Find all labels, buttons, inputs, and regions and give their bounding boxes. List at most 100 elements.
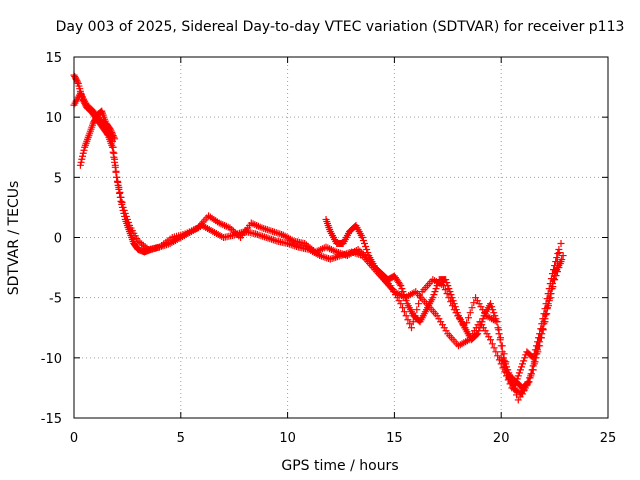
data-point bbox=[493, 318, 501, 326]
data-point bbox=[517, 363, 525, 371]
data-point bbox=[543, 295, 551, 303]
data-point bbox=[407, 324, 415, 332]
data-point bbox=[473, 331, 481, 339]
data-point bbox=[488, 340, 496, 348]
data-point bbox=[490, 309, 498, 317]
data-point bbox=[120, 206, 128, 214]
data-point bbox=[429, 294, 437, 302]
data-point bbox=[399, 288, 407, 296]
data-point bbox=[513, 375, 521, 383]
data-point bbox=[79, 152, 87, 160]
data-points bbox=[70, 71, 567, 404]
data-point bbox=[550, 266, 558, 274]
data-point bbox=[519, 360, 527, 368]
data-point bbox=[450, 300, 458, 308]
data-point bbox=[511, 381, 519, 389]
data-point bbox=[540, 310, 548, 318]
data-point bbox=[116, 188, 124, 196]
data-point bbox=[497, 354, 505, 362]
data-point bbox=[413, 306, 421, 314]
data-point bbox=[415, 300, 423, 308]
data-point bbox=[501, 366, 509, 374]
data-point bbox=[496, 336, 504, 344]
data-point bbox=[545, 285, 553, 293]
data-point bbox=[489, 306, 497, 314]
data-point bbox=[451, 303, 459, 311]
data-point bbox=[106, 125, 114, 133]
data-point bbox=[121, 209, 129, 217]
data-point bbox=[474, 330, 482, 338]
data-point bbox=[323, 254, 331, 262]
data-point bbox=[554, 250, 562, 258]
data-point bbox=[542, 300, 550, 308]
data-point bbox=[555, 246, 563, 254]
data-point bbox=[259, 232, 267, 240]
data-point bbox=[442, 276, 450, 284]
y-tick-label: -10 bbox=[41, 352, 62, 367]
x-tick-label: 5 bbox=[177, 431, 185, 446]
data-point bbox=[111, 161, 119, 169]
data-point bbox=[494, 324, 502, 332]
data-point bbox=[492, 315, 500, 323]
data-point bbox=[363, 246, 371, 254]
data-point bbox=[262, 234, 270, 241]
data-point bbox=[514, 372, 522, 380]
data-point bbox=[445, 285, 453, 293]
data-point bbox=[491, 312, 499, 320]
data-point bbox=[527, 370, 535, 378]
data-point bbox=[398, 285, 406, 293]
y-tick-label: -5 bbox=[49, 292, 62, 307]
data-point bbox=[538, 320, 546, 328]
data-point bbox=[402, 297, 410, 305]
data-point bbox=[80, 146, 88, 154]
data-point bbox=[257, 232, 265, 240]
data-point bbox=[512, 378, 520, 386]
data-point bbox=[449, 297, 457, 305]
data-point bbox=[559, 252, 567, 260]
data-point bbox=[476, 324, 484, 332]
data-point bbox=[520, 357, 528, 365]
data-point bbox=[396, 280, 404, 288]
data-point bbox=[447, 291, 455, 299]
data-point bbox=[74, 78, 82, 86]
data-point bbox=[110, 133, 118, 141]
data-point bbox=[536, 330, 544, 338]
data-point bbox=[528, 366, 536, 374]
data-point bbox=[268, 235, 276, 243]
y-tick-label: -15 bbox=[41, 412, 62, 427]
data-point bbox=[109, 132, 117, 140]
data-point bbox=[260, 233, 268, 241]
data-point bbox=[266, 235, 274, 243]
data-point bbox=[359, 237, 367, 245]
data-point bbox=[263, 226, 271, 234]
data-point bbox=[362, 243, 370, 251]
data-point bbox=[544, 290, 552, 298]
data-point bbox=[253, 230, 261, 238]
data-point bbox=[110, 149, 118, 157]
data-point bbox=[516, 366, 524, 374]
data-point bbox=[532, 342, 540, 350]
data-point bbox=[364, 249, 372, 257]
data-point bbox=[529, 354, 537, 362]
data-point bbox=[265, 226, 273, 234]
data-point bbox=[107, 127, 115, 135]
data-point bbox=[499, 360, 507, 368]
data-point bbox=[448, 294, 456, 302]
data-point bbox=[401, 294, 409, 302]
data-point bbox=[409, 318, 417, 326]
data-point bbox=[478, 318, 486, 326]
data-point bbox=[400, 291, 408, 299]
data-point bbox=[537, 325, 545, 333]
data-point bbox=[271, 237, 279, 245]
data-point bbox=[534, 338, 542, 346]
data-point bbox=[123, 215, 131, 223]
data-point bbox=[252, 230, 260, 238]
y-tick-label: 5 bbox=[54, 171, 62, 186]
data-point bbox=[267, 227, 275, 235]
data-point bbox=[270, 228, 278, 236]
data-point bbox=[487, 300, 495, 308]
data-point bbox=[328, 255, 336, 263]
data-point bbox=[269, 227, 277, 235]
data-point bbox=[551, 262, 559, 270]
x-tick-label: 20 bbox=[493, 431, 510, 446]
